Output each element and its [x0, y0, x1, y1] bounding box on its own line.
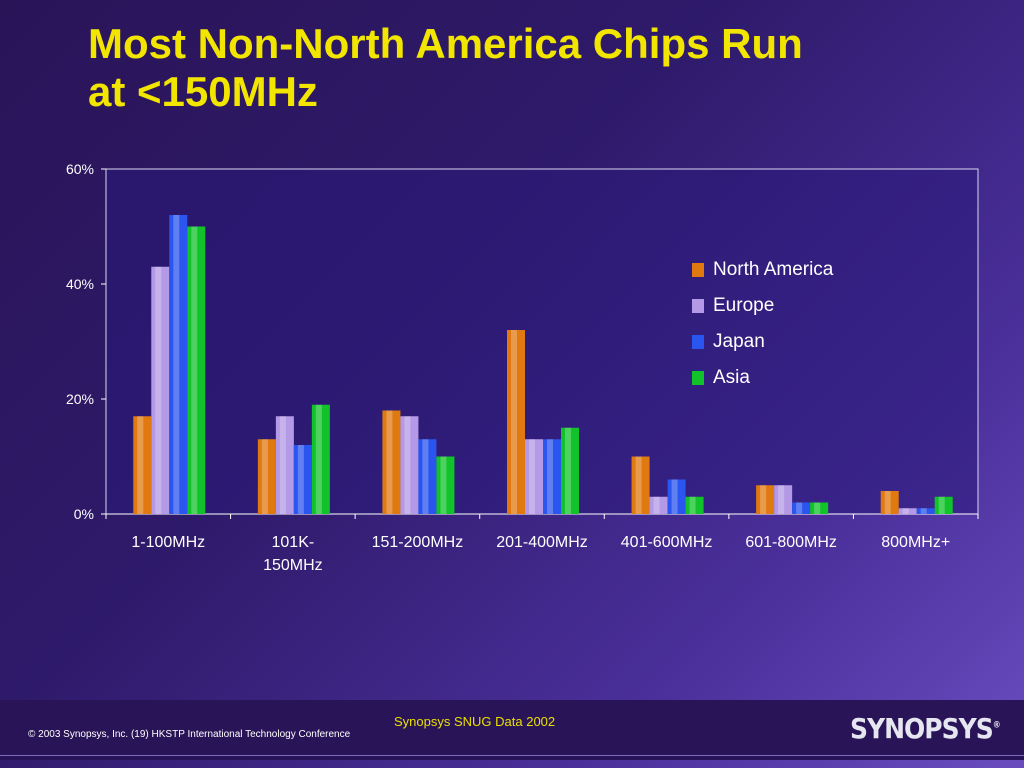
- bar-highlight: [261, 439, 268, 514]
- bar: [382, 410, 401, 514]
- legend-item: Asia: [692, 360, 833, 396]
- legend-swatch: [692, 371, 704, 385]
- x-tick-label: 1-100MHz: [131, 534, 205, 551]
- bar-highlight: [760, 485, 767, 514]
- bar: [667, 479, 686, 514]
- bar: [685, 496, 704, 514]
- logo-text: SYNOPSYS: [850, 712, 994, 745]
- bar: [151, 266, 170, 514]
- chart-legend: North America Europe Japan Asia: [692, 252, 833, 396]
- legend-label: Asia: [713, 367, 750, 388]
- bar: [631, 456, 650, 514]
- bar: [561, 427, 579, 514]
- bar-highlight: [440, 456, 447, 514]
- x-tick-label: 201-400MHz: [496, 534, 588, 551]
- y-tick-label: 60%: [66, 161, 94, 177]
- bar: [293, 445, 312, 514]
- bar: [880, 491, 899, 514]
- bar: [649, 496, 668, 514]
- y-tick-label: 40%: [66, 276, 94, 292]
- bar-highlight: [796, 502, 803, 514]
- bar: [543, 439, 561, 514]
- x-tick-label: 101K-: [272, 534, 315, 551]
- legend-swatch: [692, 335, 704, 349]
- x-tick-label: 800MHz+: [881, 534, 950, 551]
- x-tick-label: 601-800MHz: [745, 534, 837, 551]
- copyright-text: © 2003 Synopsys, Inc. (19) HKSTP Interna…: [28, 729, 351, 740]
- bar-highlight: [137, 416, 144, 514]
- bar-highlight: [653, 496, 660, 514]
- bar: [916, 508, 935, 514]
- bar-highlight: [547, 439, 553, 514]
- slide-title: Most Non-North America Chips Run at <150…: [88, 20, 988, 116]
- legend-item: North America: [692, 252, 833, 288]
- bar-highlight: [315, 404, 322, 514]
- bar: [311, 404, 330, 514]
- bar-highlight: [902, 508, 909, 514]
- bar-highlight: [279, 416, 286, 514]
- footer-bar: [0, 700, 1024, 760]
- bar: [169, 215, 188, 514]
- bar: [257, 439, 276, 514]
- bar: [756, 485, 775, 514]
- bar: [525, 439, 543, 514]
- bar: [275, 416, 294, 514]
- legend-item: Japan: [692, 324, 833, 360]
- bar-highlight: [191, 226, 198, 514]
- bar-highlight: [938, 496, 945, 514]
- bar: [934, 496, 953, 514]
- bar: [400, 416, 419, 514]
- bar-highlight: [297, 445, 304, 514]
- footer-divider: [0, 755, 1024, 756]
- bar: [898, 508, 917, 514]
- bar: [792, 502, 811, 514]
- bar: [774, 485, 793, 514]
- bar-highlight: [778, 485, 785, 514]
- bar-highlight: [155, 266, 162, 514]
- bar-highlight: [173, 215, 180, 514]
- legend-label: Europe: [713, 295, 775, 316]
- legend-swatch: [692, 299, 704, 313]
- x-tick-label: 151-200MHz: [372, 534, 464, 551]
- bar-highlight: [422, 439, 429, 514]
- bar: [436, 456, 455, 514]
- bar-highlight: [635, 456, 642, 514]
- legend-swatch: [692, 263, 704, 277]
- bar-highlight: [386, 410, 393, 514]
- bar-highlight: [884, 491, 891, 514]
- source-note: Synopsys SNUG Data 2002: [394, 714, 556, 729]
- x-tick-label: 401-600MHz: [621, 534, 713, 551]
- bar-chart: 0% 20% 40% 60% 1-100MHz 101K- 150MHz 151-200MHz…: [66, 161, 979, 574]
- bar-highlight: [814, 502, 821, 514]
- bar-highlight: [529, 439, 535, 514]
- bar: [187, 226, 206, 514]
- legend-item: Europe: [692, 288, 833, 324]
- bar-highlight: [511, 330, 517, 514]
- bar-highlight: [920, 508, 927, 514]
- bar-highlight: [689, 496, 696, 514]
- bar-highlight: [671, 479, 678, 514]
- bar-highlight: [404, 416, 411, 514]
- y-tick-label: 20%: [66, 391, 94, 407]
- bar: [133, 416, 152, 514]
- title-line-2: at <150MHz: [88, 68, 318, 115]
- bar: [810, 502, 829, 514]
- bar: [418, 439, 437, 514]
- y-tick-label: 0%: [74, 506, 94, 522]
- legend-label: North America: [713, 259, 834, 280]
- bar-highlight: [565, 427, 571, 514]
- bar: [507, 330, 525, 514]
- legend-label: Japan: [713, 331, 765, 352]
- x-tick-label: 150MHz: [263, 557, 323, 574]
- title-line-1: Most Non-North America Chips Run: [88, 20, 803, 67]
- synopsys-logo: SYNOPSYS®: [850, 712, 1001, 745]
